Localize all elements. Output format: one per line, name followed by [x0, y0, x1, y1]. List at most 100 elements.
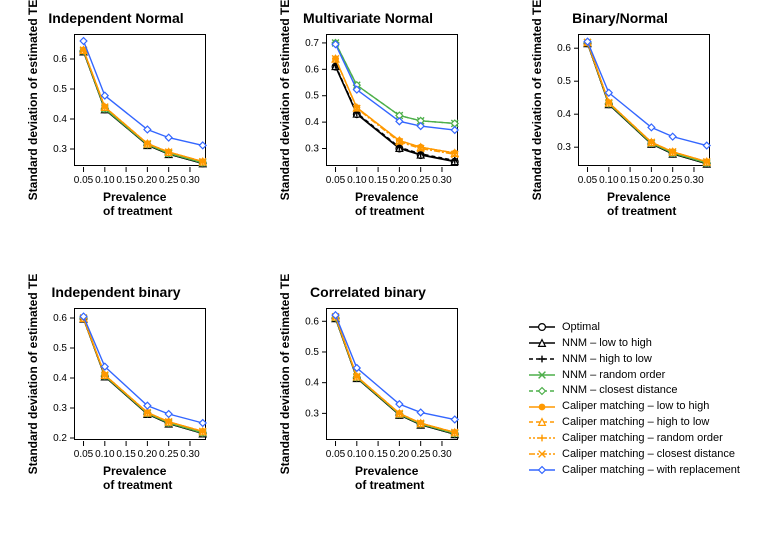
y-axis-label: Standard deviation of estimated TE	[26, 274, 40, 475]
legend-item: NNM – closest distance	[528, 383, 740, 398]
svg-text:0.30: 0.30	[180, 175, 200, 186]
legend-swatch	[528, 336, 556, 350]
legend-swatch	[528, 447, 556, 461]
svg-text:0.6: 0.6	[305, 316, 319, 327]
plot-area: Standard deviation of estimated TE0.050.…	[578, 34, 710, 166]
legend-item: NNM – low to high	[528, 336, 740, 351]
svg-text:0.4: 0.4	[305, 117, 319, 128]
svg-text:0.05: 0.05	[74, 175, 94, 186]
svg-text:0.30: 0.30	[432, 175, 452, 186]
svg-text:0.05: 0.05	[578, 175, 598, 186]
svg-text:0.3: 0.3	[53, 403, 67, 414]
svg-text:0.3: 0.3	[53, 144, 67, 155]
svg-text:0.15: 0.15	[620, 175, 640, 186]
svg-text:0.3: 0.3	[557, 142, 571, 153]
panel-independent-binary: Independent binary Standard deviation of …	[18, 280, 214, 484]
legend-label: Caliper matching – with replacement	[562, 463, 740, 478]
svg-text:0.10: 0.10	[95, 449, 115, 460]
panel-title: Binary/Normal	[522, 10, 718, 26]
plot-area: Standard deviation of estimated TE0.050.…	[74, 34, 206, 166]
svg-text:0.15: 0.15	[116, 449, 136, 460]
svg-text:0.7: 0.7	[305, 38, 319, 49]
svg-text:0.5: 0.5	[53, 84, 67, 95]
legend-item: Optimal	[528, 320, 740, 335]
svg-text:0.05: 0.05	[326, 449, 346, 460]
svg-text:0.5: 0.5	[557, 76, 571, 87]
svg-text:0.20: 0.20	[138, 175, 158, 186]
svg-text:0.20: 0.20	[138, 449, 158, 460]
legend-label: Caliper matching – closest distance	[562, 447, 735, 462]
legend-item: NNM – high to low	[528, 352, 740, 367]
svg-text:0.3: 0.3	[305, 144, 319, 155]
svg-text:0.10: 0.10	[347, 175, 367, 186]
legend-swatch	[528, 400, 556, 414]
panel-correlated-binary: Correlated binary Standard deviation of e…	[270, 280, 466, 484]
legend: OptimalNNM – low to highNNM – high to lo…	[528, 320, 740, 478]
y-axis-label: Standard deviation of estimated TE	[26, 0, 40, 200]
panel-title: Correlated binary	[270, 284, 466, 300]
svg-text:0.30: 0.30	[432, 449, 452, 460]
legend-item: Caliper matching – with replacement	[528, 463, 740, 478]
legend-label: Optimal	[562, 320, 600, 335]
legend-swatch	[528, 431, 556, 445]
svg-text:0.5: 0.5	[53, 343, 67, 354]
legend-label: NNM – low to high	[562, 336, 652, 351]
svg-text:0.15: 0.15	[368, 449, 388, 460]
legend-item: Caliper matching – high to low	[528, 415, 740, 430]
svg-text:0.25: 0.25	[159, 175, 179, 186]
svg-text:0.6: 0.6	[557, 43, 571, 54]
svg-text:0.05: 0.05	[326, 175, 346, 186]
legend-swatch	[528, 384, 556, 398]
legend-swatch	[528, 352, 556, 366]
x-axis-label: Prevalence of treatment	[355, 464, 429, 492]
svg-text:0.6: 0.6	[53, 54, 67, 65]
legend-swatch	[528, 320, 556, 334]
svg-text:0.15: 0.15	[368, 175, 388, 186]
panel-title: Multivariate Normal	[270, 10, 466, 26]
panel-title: Independent Normal	[18, 10, 214, 26]
svg-text:0.25: 0.25	[663, 175, 683, 186]
legend-label: NNM – random order	[562, 368, 665, 383]
panel-multivariate-normal: Multivariate NormalStandard deviation of…	[270, 6, 466, 210]
legend-swatch	[528, 415, 556, 429]
legend-item: Caliper matching – closest distance	[528, 447, 740, 462]
svg-text:0.20: 0.20	[390, 449, 410, 460]
y-axis-label: Standard deviation of estimated TE	[530, 0, 544, 200]
svg-text:0.25: 0.25	[159, 449, 179, 460]
svg-text:0.20: 0.20	[642, 175, 662, 186]
x-axis-label: Prevalence of treatment	[103, 190, 177, 218]
legend-label: NNM – closest distance	[562, 383, 678, 398]
svg-text:0.15: 0.15	[116, 175, 136, 186]
y-axis-label: Standard deviation of estimated TE	[278, 0, 292, 200]
legend-label: Caliper matching – high to low	[562, 415, 709, 430]
svg-text:0.25: 0.25	[411, 449, 431, 460]
svg-text:0.20: 0.20	[390, 175, 410, 186]
svg-text:0.10: 0.10	[347, 449, 367, 460]
legend-item: Caliper matching – low to high	[528, 399, 740, 414]
legend-label: NNM – high to low	[562, 352, 652, 367]
svg-text:0.3: 0.3	[305, 408, 319, 419]
svg-text:0.6: 0.6	[305, 64, 319, 75]
svg-text:0.10: 0.10	[599, 175, 619, 186]
legend-item: Caliper matching – random order	[528, 431, 740, 446]
plot-area: Standard deviation of estimated TE0.050.…	[74, 308, 206, 440]
legend-label: Caliper matching – random order	[562, 431, 723, 446]
y-axis-label: Standard deviation of estimated TE	[278, 274, 292, 475]
svg-text:0.6: 0.6	[53, 313, 67, 324]
svg-text:0.10: 0.10	[95, 175, 115, 186]
panel-title: Independent binary	[18, 284, 214, 300]
svg-text:0.2: 0.2	[53, 433, 67, 444]
svg-text:0.4: 0.4	[53, 114, 67, 125]
legend-swatch	[528, 368, 556, 382]
svg-text:0.05: 0.05	[74, 449, 94, 460]
svg-text:0.30: 0.30	[684, 175, 704, 186]
x-axis-label: Prevalence of treatment	[355, 190, 429, 218]
x-axis-label: Prevalence of treatment	[103, 464, 177, 492]
svg-text:0.5: 0.5	[305, 347, 319, 358]
x-axis-label: Prevalence of treatment	[607, 190, 681, 218]
legend-swatch	[528, 463, 556, 477]
panel-binary-normal: Binary/Normal Standard deviation of estim…	[522, 6, 718, 210]
panel-independent-normal: Independent Normal Standard deviation of …	[18, 6, 214, 210]
svg-text:0.25: 0.25	[411, 175, 431, 186]
plot-area: Standard deviation of estimated TE0.050.…	[326, 308, 458, 440]
